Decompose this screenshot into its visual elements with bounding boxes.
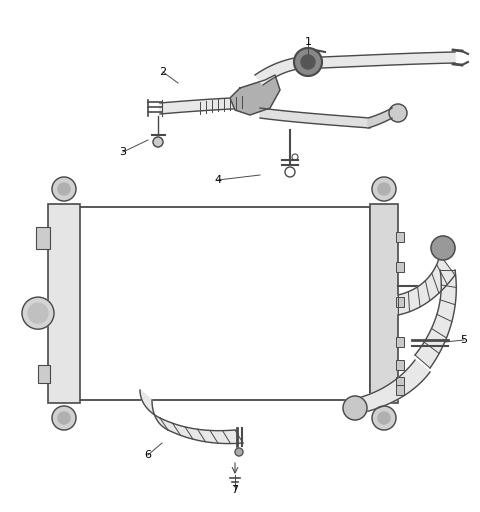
Circle shape [58,183,70,195]
Text: 1: 1 [304,37,312,47]
Polygon shape [160,97,255,114]
Circle shape [52,406,76,430]
Bar [396,262,404,272]
Bar [38,365,50,383]
Text: 2: 2 [159,67,167,77]
Text: 6: 6 [144,450,152,460]
Circle shape [22,297,54,329]
Circle shape [378,412,390,424]
Bar [396,385,404,395]
Circle shape [28,303,48,323]
Polygon shape [322,52,455,68]
Text: 3: 3 [120,147,127,157]
Bar [396,360,404,370]
Bar [48,204,80,403]
Circle shape [343,396,367,420]
Circle shape [301,55,315,69]
Bar [370,204,398,403]
Bar [36,227,50,249]
Text: 4: 4 [215,175,222,185]
Polygon shape [368,108,392,128]
Text: 5: 5 [460,335,468,345]
Circle shape [378,183,390,195]
Circle shape [389,104,407,122]
Polygon shape [398,255,455,315]
Bar [78,207,370,400]
Polygon shape [140,390,168,430]
Circle shape [372,406,396,430]
Text: 7: 7 [231,485,239,495]
Bar [396,297,404,307]
Circle shape [294,48,322,76]
Polygon shape [230,75,280,115]
Circle shape [431,236,455,260]
Circle shape [153,137,163,147]
Circle shape [52,177,76,201]
Polygon shape [415,270,456,368]
Bar [396,337,404,347]
Circle shape [372,177,396,201]
Polygon shape [260,108,370,128]
Polygon shape [255,57,305,85]
Bar [396,232,404,242]
Circle shape [58,412,70,424]
Polygon shape [160,418,243,443]
Circle shape [235,448,243,456]
Polygon shape [358,360,430,412]
Bar [396,377,404,387]
